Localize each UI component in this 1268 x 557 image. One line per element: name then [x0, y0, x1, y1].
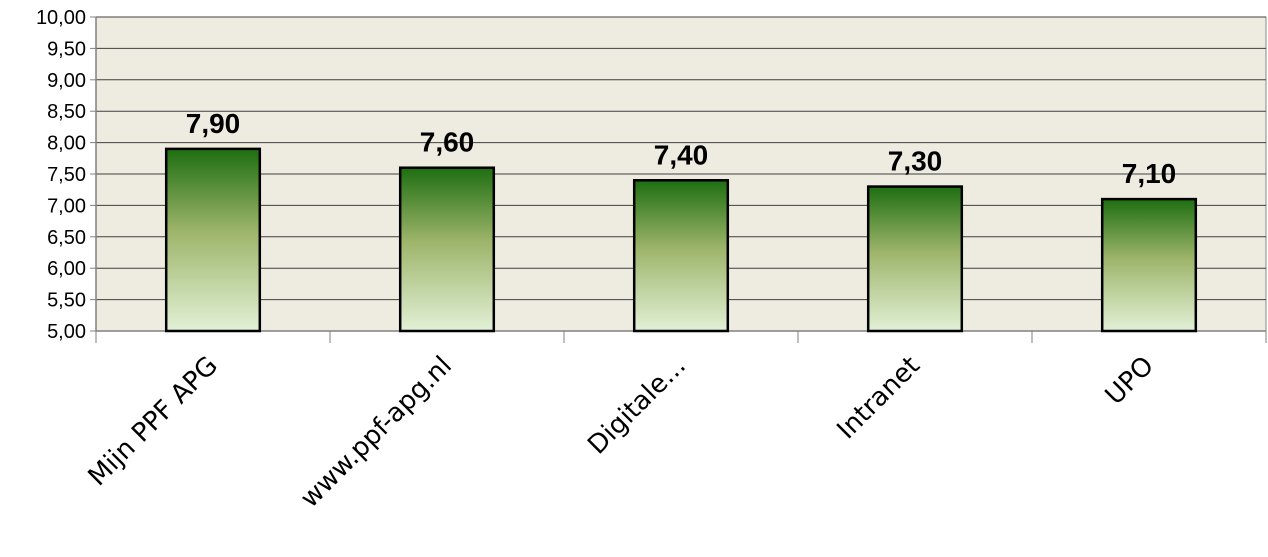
- bar-value-label: 7,30: [888, 146, 943, 177]
- y-tick-label: 7,50: [47, 164, 86, 186]
- y-tick-label: 8,00: [47, 133, 86, 155]
- y-tick-label: 6,50: [47, 227, 86, 249]
- gridlines: [96, 16, 1266, 301]
- category-label: Digitale...: [582, 351, 692, 461]
- y-tick-label: 5,00: [47, 321, 86, 343]
- y-tick-label: 6,00: [47, 258, 86, 280]
- y-tick-label: 9,00: [47, 70, 86, 92]
- bar: [1100, 197, 1198, 333]
- bar-value-label: 7,40: [654, 139, 709, 170]
- bar-value-label: 7,10: [1122, 158, 1177, 189]
- y-tick-label: 5,50: [47, 290, 86, 312]
- bar: [164, 147, 262, 333]
- y-tick-label: 9,50: [47, 38, 86, 60]
- bar-value-label: 7,60: [420, 127, 475, 158]
- category-label: www.ppf-apg.nl: [295, 351, 458, 514]
- bar: [866, 185, 964, 333]
- bar: [632, 179, 730, 333]
- bars: [164, 147, 1198, 333]
- bar-value-label: 7,90: [186, 108, 241, 139]
- category-label: Intranet: [831, 351, 925, 445]
- category-label: UPO: [1100, 351, 1160, 411]
- category-label: Mijn PPF APG: [83, 351, 224, 492]
- y-tick-label: 8,50: [47, 101, 86, 123]
- bar: [398, 166, 496, 333]
- y-tick-label: 7,00: [47, 195, 86, 217]
- y-tick-label: 10,00: [36, 7, 86, 29]
